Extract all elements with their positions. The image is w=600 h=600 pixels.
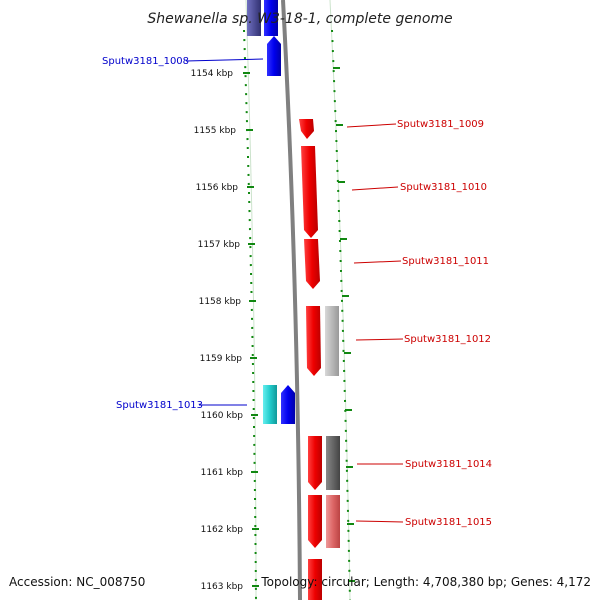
top-features	[247, 0, 278, 36]
partial-feature-top-mid	[264, 0, 278, 36]
gene-sputw3181-1009[interactable]	[299, 119, 314, 139]
gene-label-1014[interactable]: Sputw3181_1014	[405, 459, 492, 470]
leader-line	[346, 123, 397, 128]
tick-label: 1155 kbp	[194, 126, 237, 136]
accession-text: Accession: NC_008750	[9, 575, 145, 589]
gene-label-1009[interactable]: Sputw3181_1009	[397, 119, 484, 130]
cyan-feature[interactable]	[263, 385, 277, 424]
gene-sputw3181-1011[interactable]	[304, 239, 320, 289]
tick-label: 1158 kbp	[199, 297, 242, 307]
tick-label: 1162 kbp	[201, 525, 244, 535]
tick-label: 1156 kbp	[196, 183, 239, 193]
leader-line	[355, 338, 404, 341]
gene-label-1011[interactable]: Sputw3181_1011	[402, 256, 489, 267]
reverse-features	[263, 36, 295, 424]
tick-track-right	[331, 29, 351, 600]
pink-feature	[326, 495, 340, 548]
map-title: Shewanella sp. W3-18-1, complete genome	[147, 11, 452, 27]
major-ticks-left	[243, 72, 259, 587]
tick-labels: 1154 kbp 1155 kbp 1156 kbp 1157 kbp 1158…	[191, 69, 244, 592]
tick-label: 1154 kbp	[191, 69, 234, 79]
gene-label-1010[interactable]: Sputw3181_1010	[400, 182, 487, 193]
tick-label: 1157 kbp	[198, 240, 241, 250]
tick-label: 1163 kbp	[201, 582, 244, 592]
partial-feature-bottom	[308, 559, 322, 600]
gene-sputw3181-1013[interactable]	[281, 385, 295, 424]
gene-label-1015[interactable]: Sputw3181_1015	[405, 517, 492, 528]
tick-label: 1159 kbp	[200, 354, 243, 364]
tick-label: 1161 kbp	[201, 468, 244, 478]
gene-sputw3181-1012[interactable]	[306, 306, 321, 376]
gene-labels: Sputw3181_1008 Sputw3181_1009 Sputw3181_…	[102, 56, 492, 528]
leader-line	[351, 186, 399, 191]
major-ticks-right	[333, 67, 355, 582]
gene-sputw3181-1014[interactable]	[308, 436, 322, 490]
gene-sputw3181-1008[interactable]	[267, 36, 281, 76]
partial-feature-top-left	[247, 0, 261, 36]
leader-line	[355, 520, 404, 523]
forward-features	[299, 119, 322, 600]
secondary-track	[325, 306, 340, 548]
leader-lines	[185, 58, 404, 523]
topology-text: Topology: circular; Length: 4,708,380 bp…	[260, 575, 591, 589]
leader-line	[185, 58, 264, 62]
gray-feature-dark	[326, 436, 340, 490]
gene-label-1008[interactable]: Sputw3181_1008	[102, 56, 189, 67]
genome-backbone	[281, 0, 302, 600]
gene-label-1012[interactable]: Sputw3181_1012	[404, 334, 491, 345]
gene-sputw3181-1015[interactable]	[308, 495, 322, 548]
gene-sputw3181-1010[interactable]	[301, 146, 318, 238]
gray-feature-light	[325, 306, 339, 376]
gene-label-1013[interactable]: Sputw3181_1013	[116, 400, 203, 411]
leader-line	[353, 260, 402, 264]
tick-label: 1160 kbp	[201, 411, 244, 421]
